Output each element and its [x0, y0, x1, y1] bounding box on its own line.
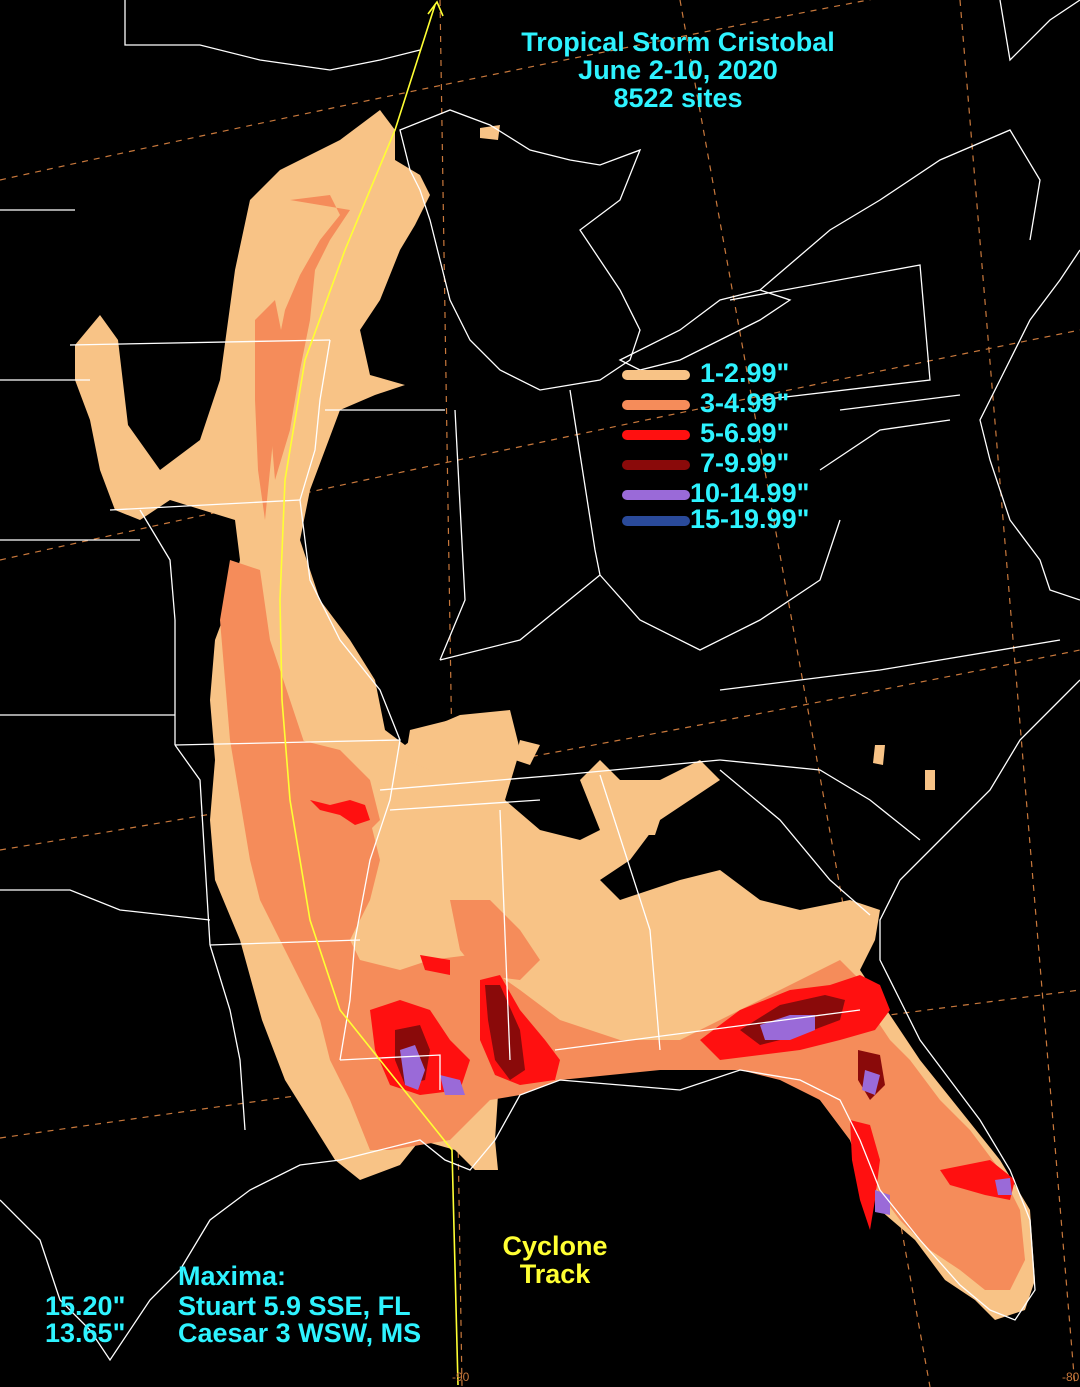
rain-red-fl-west: [850, 1120, 880, 1230]
maxima-location-2: Caesar 3 WSW, MS: [178, 1318, 422, 1348]
boundary-tn-ms-al: [389, 799, 541, 811]
rain-ridge-south: [220, 560, 1025, 1290]
legend-item-6: 15-19.99": [622, 504, 862, 536]
rain-purple-fl2: [862, 1070, 880, 1095]
track-label-line-1: Cyclone: [502, 1231, 608, 1261]
boundary-ar-la: [209, 939, 361, 946]
legend-item-4: 7-9.99": [622, 448, 862, 480]
boundary-ky-va-wv: [599, 519, 841, 651]
boundary-canada: [124, 0, 421, 71]
legend-item-1: 1-2.99": [622, 358, 862, 390]
boundary-la-ms-south: [339, 1054, 441, 1090]
map-title: Tropical Storm Cristobal June 2-10, 2020…: [478, 28, 878, 112]
boundary-al-fl: [554, 1009, 861, 1051]
cyclone-track-arrowhead: [427, 0, 444, 17]
graticule-lon-90: [439, 0, 463, 1387]
rain-red-fl-south: [940, 1160, 1015, 1200]
rain-blob-ga1: [735, 900, 760, 920]
boundary-ms-al: [499, 809, 511, 1061]
track-label-line-2: Track: [519, 1259, 591, 1289]
rain-red-la: [420, 955, 450, 975]
rain-blob-ga2: [640, 820, 660, 835]
graticule-lat-45: [0, 0, 872, 181]
graticule-lat-35: [0, 649, 1080, 851]
rain-zone-3-4.99: [220, 195, 1025, 1290]
legend-swatch: [622, 370, 690, 380]
boundary-ne-states: [999, 0, 1080, 62]
legend-swatch: [622, 400, 690, 410]
lake-erie: [618, 289, 792, 371]
boundary-oh-ky: [439, 574, 601, 661]
rain-purple-ms: [440, 1075, 465, 1095]
legend-swatch: [622, 516, 690, 526]
legend-label: 5-6.99": [700, 418, 790, 448]
legend-label: 15-19.99": [690, 504, 810, 534]
longitude-label-90: -90: [452, 1370, 470, 1384]
legend-label: 1-2.99": [700, 358, 790, 388]
boundary-pa: [729, 264, 931, 401]
boundary-va-nc: [719, 639, 1061, 691]
legend-swatch: [622, 430, 690, 440]
legend-label: 3-4.99": [700, 388, 790, 418]
maxima-value-2: 13.65": [45, 1318, 126, 1348]
maxima-value-1: 15.20": [45, 1291, 126, 1321]
legend-item-2: 3-4.99": [622, 388, 862, 420]
legend-label: 10-14.99": [690, 478, 810, 508]
title-line-1: Tropical Storm Cristobal: [521, 27, 835, 57]
legend-swatch: [622, 490, 690, 500]
rain-blob-michigan: [480, 125, 500, 140]
rain-ridge-north: [270, 195, 350, 480]
legend-swatch: [622, 460, 690, 470]
boundary-ms-river: [299, 339, 401, 1061]
coastline-gulf: [0, 679, 1080, 1362]
boundary-ok-tx: [0, 889, 211, 921]
rain-blob-sc2: [925, 770, 935, 790]
rain-blob-tn: [515, 740, 540, 765]
boundary-ny: [759, 129, 1041, 291]
cyclone-track-line: [279, 4, 459, 1386]
boundary-al-ga: [599, 774, 661, 1051]
cyclone-track-label: Cyclone Track: [475, 1232, 635, 1288]
legend-item-3: 5-6.99": [622, 418, 862, 450]
boundary-mo-west: [139, 509, 176, 745]
graticule-lat-40: [0, 329, 1080, 561]
rain-blob-ky: [405, 720, 480, 770]
boundary-va-wv: [819, 419, 951, 471]
graticule-lon-80: [959, 0, 1076, 1387]
longitude-label-80: -80: [1062, 1370, 1080, 1384]
rain-ridge-mid: [255, 300, 285, 520]
boundary-ia-mo: [109, 499, 301, 511]
boundary-mn-ia: [69, 339, 331, 346]
boundary-ar-west: [174, 744, 211, 946]
boundary-mo-ar: [174, 739, 401, 746]
maxima-heading: Maxima:: [178, 1261, 287, 1291]
rain-al-lobe: [450, 900, 540, 980]
rain-dkred-ms: [485, 985, 525, 1080]
boundary-ga-sc: [719, 769, 871, 916]
rain-red-mo: [310, 800, 370, 825]
legend-label: 7-9.99": [700, 448, 790, 478]
great-lakes: [399, 109, 642, 391]
maxima-location-1: Stuart 5.9 SSE, FL: [178, 1291, 411, 1321]
title-line-3: 8522 sites: [613, 83, 743, 113]
rain-blob-sc1: [873, 745, 885, 765]
boundary-ky-tn: [379, 759, 721, 791]
boundary-nc-sc: [719, 759, 921, 841]
boundary-il-in: [439, 409, 466, 661]
boundary-in-oh: [569, 389, 601, 576]
legend-item-5: 10-14.99": [622, 478, 862, 510]
boundary-md: [839, 394, 961, 411]
rain-purple-fl4: [995, 1178, 1012, 1195]
coastline-atlantic-north: [979, 249, 1080, 601]
boundary-la-west: [209, 944, 246, 1131]
title-line-2: June 2-10, 2020: [578, 55, 778, 85]
rain-purple-fl3: [875, 1190, 890, 1215]
